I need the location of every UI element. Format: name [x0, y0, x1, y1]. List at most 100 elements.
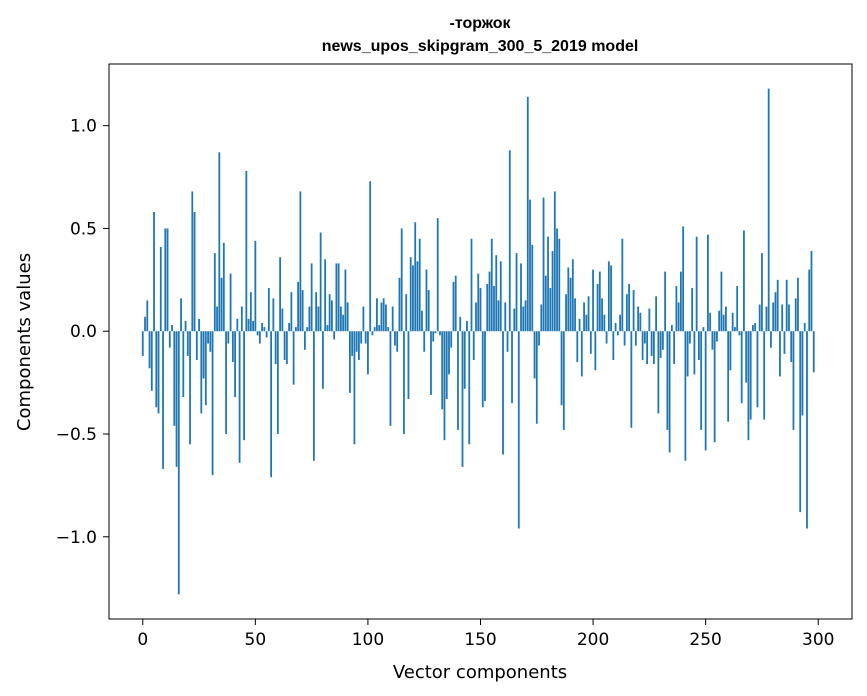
bar-291 — [797, 277, 799, 332]
bar-38 — [227, 331, 230, 344]
bar-284 — [781, 304, 784, 332]
bar-279 — [770, 331, 772, 348]
bar-16 — [177, 331, 180, 595]
bar-197 — [585, 314, 588, 332]
bar-79 — [319, 232, 322, 332]
bar-181 — [549, 288, 552, 332]
bar-286 — [785, 279, 788, 332]
bars-group — [141, 88, 815, 595]
bar-133 — [441, 331, 444, 410]
bar-1 — [144, 316, 146, 332]
bar-157 — [495, 255, 498, 332]
bar-100 — [367, 331, 369, 375]
bar-187 — [562, 331, 565, 430]
x-tick-label: 50 — [245, 630, 267, 650]
bar-25 — [198, 318, 200, 332]
bar-42 — [236, 318, 239, 332]
chart-title: -торжок — [449, 15, 511, 32]
bar-251 — [707, 234, 709, 332]
bar-201 — [594, 331, 597, 371]
bar-107 — [382, 298, 385, 332]
bar-163 — [508, 150, 511, 332]
bar-226 — [650, 331, 653, 356]
bar-290 — [794, 298, 797, 332]
bar-149 — [477, 273, 480, 332]
bar-43 — [238, 331, 241, 463]
bar-191 — [571, 259, 574, 332]
bar-272 — [754, 323, 757, 332]
bar-213 — [621, 238, 624, 332]
bar-73 — [306, 327, 309, 332]
bar-3 — [148, 331, 151, 369]
bar-172 — [529, 199, 531, 332]
bar-268 — [745, 331, 748, 383]
bar-114 — [398, 277, 401, 332]
bar-56 — [267, 288, 270, 332]
bar-185 — [558, 238, 561, 332]
bar-129 — [432, 331, 435, 342]
bar-113 — [396, 331, 399, 352]
bar-155 — [490, 238, 493, 332]
x-tick-label: 150 — [464, 630, 496, 650]
bar-143 — [463, 331, 466, 389]
bar-29 — [207, 331, 209, 344]
bar-77 — [315, 292, 318, 332]
bar-20 — [186, 331, 189, 356]
bar-82 — [326, 325, 329, 332]
bar-257 — [720, 271, 723, 332]
bar-171 — [526, 96, 529, 332]
bar-169 — [522, 306, 525, 332]
bar-271 — [752, 325, 754, 332]
bar-116 — [403, 331, 405, 434]
bar-208 — [610, 265, 612, 332]
bar-240 — [682, 226, 685, 332]
bar-115 — [400, 228, 403, 332]
bar-147 — [472, 331, 475, 360]
bar-168 — [520, 263, 522, 332]
bar-75 — [310, 263, 313, 332]
bar-220 — [637, 306, 640, 332]
bar-2 — [146, 300, 149, 332]
bar-222 — [641, 331, 644, 360]
bar-106 — [380, 302, 383, 332]
bar-188 — [565, 294, 567, 332]
bar-292 — [799, 331, 802, 513]
bar-159 — [499, 261, 502, 332]
y-tick-label: 1.0 — [70, 117, 97, 137]
x-tick-label: 300 — [802, 630, 834, 650]
bar-260 — [727, 331, 730, 422]
bar-298 — [812, 331, 815, 373]
bar-95 — [355, 331, 358, 352]
bar-26 — [200, 331, 203, 414]
bar-135 — [445, 331, 448, 400]
bar-54 — [263, 327, 266, 332]
bar-136 — [448, 331, 450, 375]
bar-87 — [337, 263, 340, 332]
bar-199 — [589, 331, 592, 354]
bar-228 — [655, 296, 658, 332]
bar-267 — [743, 230, 745, 332]
bar-31 — [211, 331, 214, 476]
bar-170 — [524, 300, 527, 332]
bar-204 — [601, 298, 603, 332]
bar-123 — [418, 238, 421, 332]
bar-74 — [308, 306, 311, 332]
bar-258 — [722, 314, 725, 332]
bar-151 — [481, 331, 484, 408]
bar-182 — [551, 251, 554, 332]
bar-99 — [364, 331, 367, 344]
bar-64 — [285, 331, 288, 365]
bar-239 — [679, 271, 682, 332]
bar-160 — [502, 331, 504, 455]
bar-178 — [542, 197, 545, 332]
bar-192 — [574, 298, 576, 332]
bar-161 — [504, 302, 507, 332]
bar-27 — [202, 331, 205, 379]
bar-282 — [776, 279, 779, 332]
bar-139 — [454, 275, 457, 332]
bar-37 — [225, 331, 227, 434]
bar-250 — [704, 331, 707, 451]
bar-153 — [486, 283, 489, 332]
bar-51 — [256, 331, 259, 336]
bar-122 — [416, 261, 419, 332]
